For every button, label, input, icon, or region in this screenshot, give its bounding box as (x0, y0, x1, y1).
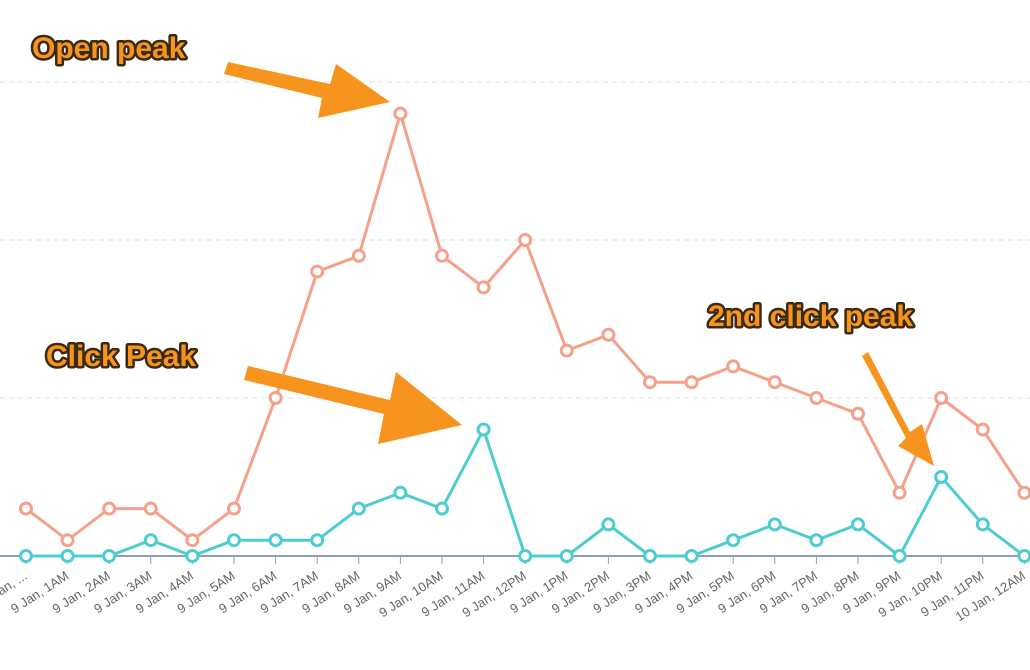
data-point (975, 517, 990, 532)
data-point (143, 501, 158, 516)
data-point (476, 422, 491, 437)
arrow (862, 352, 934, 466)
annotation: Open peak (32, 32, 186, 65)
data-point (892, 549, 907, 563)
data-point (601, 517, 616, 532)
data-point (310, 533, 325, 548)
data-point (435, 501, 449, 516)
data-point (767, 375, 782, 390)
data-point (102, 501, 117, 516)
data-point (726, 359, 741, 374)
data-point (684, 375, 699, 390)
data-point (851, 406, 865, 421)
data-point (268, 391, 283, 405)
data-point (19, 501, 33, 516)
data-point (227, 533, 241, 548)
data-point (1017, 549, 1030, 563)
data-point (684, 549, 699, 563)
data-point (851, 517, 865, 532)
data-point (726, 533, 741, 548)
annotation: Click Peak (46, 340, 196, 373)
plot (19, 106, 1030, 563)
data-point (601, 327, 616, 342)
data-point (892, 485, 907, 500)
data-point (476, 280, 491, 295)
data-point (19, 549, 33, 563)
data-point (559, 549, 574, 563)
data-point (60, 549, 75, 563)
data-point (1017, 485, 1030, 500)
data-point (102, 549, 117, 563)
data-point (435, 248, 449, 263)
data-point (975, 422, 990, 437)
data-point (268, 533, 283, 548)
data-point (518, 233, 533, 247)
data-point (310, 264, 325, 279)
data-point (809, 391, 824, 405)
data-point (559, 343, 574, 358)
arrow (244, 366, 462, 444)
data-point (393, 106, 408, 121)
data-point (934, 470, 949, 484)
data-point (934, 391, 949, 405)
data-point (185, 549, 200, 563)
data-point (809, 533, 824, 548)
annotation: 2nd click peak (708, 300, 913, 333)
data-point (185, 533, 200, 548)
data-point (767, 517, 782, 532)
arrow (224, 62, 390, 118)
data-point (227, 501, 241, 516)
data-point (518, 549, 533, 563)
data-point (143, 533, 158, 548)
data-point (351, 248, 366, 263)
data-point (643, 375, 657, 390)
data-point (60, 533, 75, 548)
data-point (351, 501, 366, 516)
data-point (643, 549, 657, 563)
data-point (393, 485, 408, 500)
